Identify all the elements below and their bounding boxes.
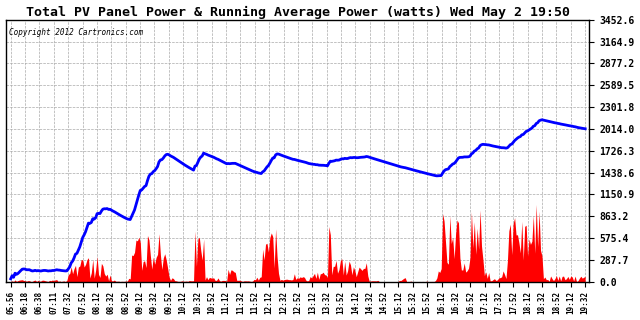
Text: Copyright 2012 Cartronics.com: Copyright 2012 Cartronics.com: [10, 28, 143, 37]
Title: Total PV Panel Power & Running Average Power (watts) Wed May 2 19:50: Total PV Panel Power & Running Average P…: [26, 5, 570, 19]
